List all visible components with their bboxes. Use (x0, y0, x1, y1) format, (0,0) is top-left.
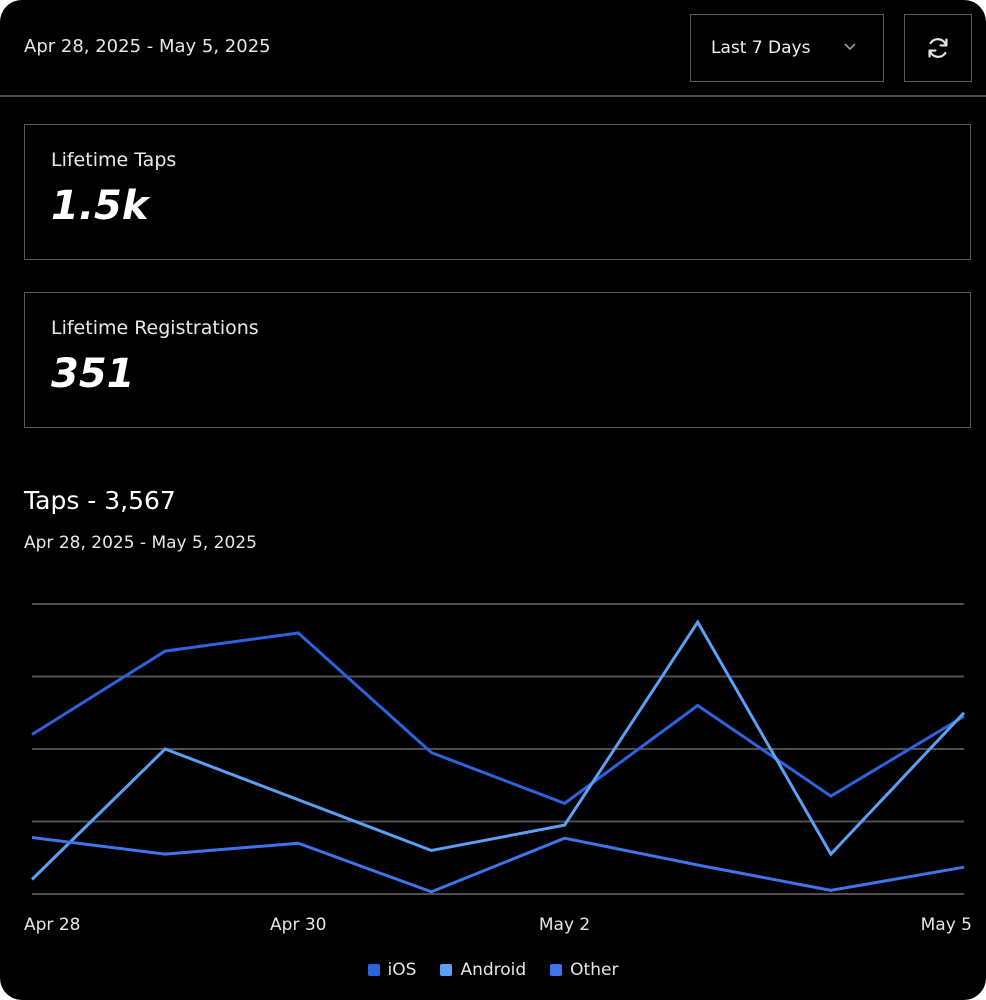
stat-label: Lifetime Registrations (51, 317, 259, 339)
legend-swatch (440, 964, 453, 976)
legend-item-other[interactable]: Other (550, 960, 618, 980)
stat-label: Lifetime Taps (51, 149, 177, 171)
x-tick-label: Apr 28 (24, 915, 80, 935)
legend-label: Other (570, 960, 619, 980)
lifetime-registrations-card: Lifetime Registrations 351 (24, 292, 971, 428)
chart-title: Taps - 3,567 (24, 486, 176, 515)
series-line-other (31, 835, 965, 894)
stat-value: 1.5k (51, 183, 149, 229)
lifetime-taps-card: Lifetime Taps 1.5k (24, 124, 971, 260)
legend-swatch (550, 964, 563, 976)
legend-item-android[interactable]: Android (440, 960, 526, 980)
date-range-select[interactable]: Last 7 Days (690, 14, 884, 82)
date-range-select-value: Last 7 Days (711, 38, 811, 58)
legend-item-ios[interactable]: iOS (367, 960, 417, 980)
x-tick-label: May 5 (921, 915, 972, 935)
chart-subtitle: Apr 28, 2025 - May 5, 2025 (24, 533, 257, 553)
header-divider (0, 95, 986, 97)
series-line-ios (31, 631, 965, 806)
refresh-button[interactable] (904, 14, 972, 82)
series-line-android (30, 619, 966, 881)
taps-line-chart: Apr 28 Apr 30 May 2 May 5 (24, 603, 972, 935)
x-tick-label: May 2 (539, 915, 590, 935)
legend-label: Android (460, 960, 527, 980)
chart-legend: iOS Android Other (0, 960, 986, 980)
legend-label: iOS (387, 960, 417, 980)
chevron-down-icon (844, 43, 856, 51)
header-date-range: Apr 28, 2025 - May 5, 2025 (24, 36, 271, 57)
stat-value: 351 (51, 351, 135, 397)
x-tick-label: Apr 30 (270, 915, 326, 935)
refresh-icon (928, 38, 948, 58)
legend-swatch (367, 964, 380, 976)
